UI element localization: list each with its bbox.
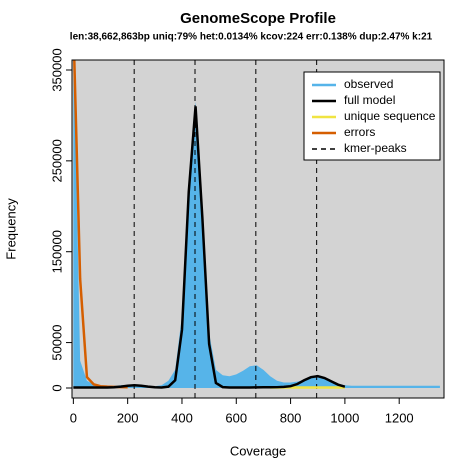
x-tick-label: 800	[280, 410, 302, 425]
y-tick-label: 150000	[49, 230, 64, 273]
x-tick-label: 200	[117, 410, 139, 425]
legend-label: unique sequence	[344, 109, 436, 123]
chart-title: GenomeScope Profile	[180, 10, 336, 27]
y-tick-label: 350000	[49, 48, 64, 91]
x-tick-label: 600	[225, 410, 247, 425]
y-axis-label: Frequency	[3, 198, 18, 260]
plot-frame	[71, 59, 445, 399]
legend-label: full model	[344, 93, 395, 107]
y-tick-label: 250000	[49, 139, 64, 182]
y-tick-label: 0	[49, 384, 64, 391]
legend-label: errors	[344, 125, 375, 139]
x-tick-label: 0	[70, 410, 77, 425]
x-tick-label: 400	[171, 410, 193, 425]
chart-subtitle: len:38,662,863bp uniq:79% het:0.0134% kc…	[70, 32, 433, 43]
x-tick-label: 1000	[330, 410, 359, 425]
series-line	[73, 106, 346, 389]
x-axis-label: Coverage	[230, 443, 286, 458]
x-tick-label: 1200	[385, 410, 414, 425]
y-tick-label: 50000	[49, 324, 64, 360]
legend-label: observed	[344, 77, 393, 91]
legend-label: kmer-peaks	[344, 141, 407, 155]
